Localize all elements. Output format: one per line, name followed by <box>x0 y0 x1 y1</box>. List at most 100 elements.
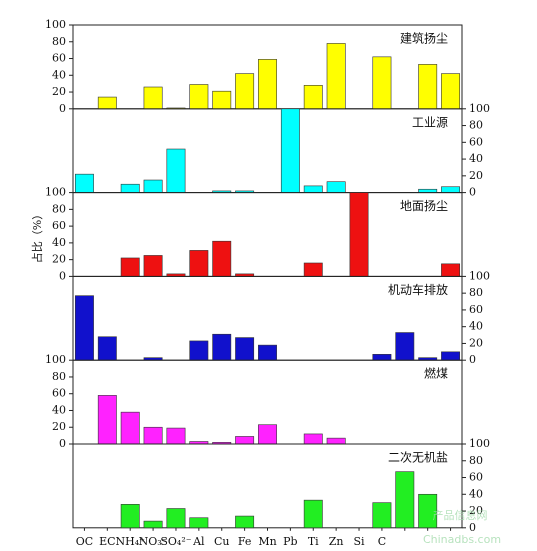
bar <box>326 181 346 193</box>
bar <box>258 344 277 361</box>
y-axis-label: 占比（%） <box>30 209 44 263</box>
bar <box>97 336 117 361</box>
bar <box>212 90 232 110</box>
bar <box>120 411 140 445</box>
y-tick-label: 40 <box>469 152 483 165</box>
bar <box>166 508 186 529</box>
bar <box>97 395 117 445</box>
bar <box>235 436 255 445</box>
y-tick-label: 20 <box>469 169 483 182</box>
panel-title: 机动车排放 <box>388 282 448 297</box>
x-tick-label: NH₄⁺ <box>115 535 145 548</box>
y-tick-label: 20 <box>52 420 66 433</box>
bar <box>372 354 392 361</box>
y-tick-label: 60 <box>469 471 483 484</box>
x-tick-label: Pb <box>283 535 297 548</box>
panel-title: 工业源 <box>412 115 448 129</box>
bar <box>235 337 255 361</box>
bar <box>303 433 323 445</box>
bar <box>441 186 461 193</box>
bar <box>418 64 438 110</box>
y-tick-label: 100 <box>469 102 490 115</box>
bar <box>303 185 323 193</box>
bar <box>349 192 369 277</box>
y-tick-label: 40 <box>469 487 483 500</box>
bar <box>166 148 186 193</box>
y-tick-label: 40 <box>52 403 66 416</box>
x-tick-label: Zn <box>329 535 344 548</box>
y-tick-label: 100 <box>45 186 66 199</box>
y-tick-label: 100 <box>469 437 490 450</box>
bar <box>235 73 255 110</box>
y-tick-label: 20 <box>52 85 66 98</box>
x-tick-label: Mn <box>258 535 276 548</box>
y-tick-label: 0 <box>59 102 66 115</box>
y-tick-label: 0 <box>469 521 476 534</box>
bar <box>395 332 415 361</box>
bar <box>441 351 461 361</box>
watermark: 产品信息网 <box>433 508 488 522</box>
y-tick-label: 20 <box>469 336 483 349</box>
x-tick-label: Fe <box>238 535 252 548</box>
x-tick-label: OC <box>76 535 93 548</box>
bar <box>143 520 163 529</box>
bar <box>120 183 140 193</box>
bar <box>143 179 163 193</box>
bar <box>189 517 209 529</box>
x-tick-label: NO₃⁻ <box>139 535 168 548</box>
bar <box>74 173 94 193</box>
bar <box>372 56 392 110</box>
y-tick-label: 60 <box>52 219 66 232</box>
y-tick-label: 100 <box>45 18 66 31</box>
y-tick-label: 60 <box>469 135 483 148</box>
bar <box>303 262 323 277</box>
y-tick-label: 20 <box>52 253 66 266</box>
bar <box>326 437 346 445</box>
bar <box>212 333 232 361</box>
bar <box>280 108 300 193</box>
panel-title: 地面扬尘 <box>400 198 448 213</box>
x-tick-label: SO₄²⁻ <box>160 535 191 548</box>
x-tick-label: Si <box>353 535 365 548</box>
bar <box>212 240 232 277</box>
x-tick-label: EC <box>99 535 115 548</box>
bar <box>441 73 461 110</box>
y-tick-label: 40 <box>52 236 66 249</box>
x-tick-label: C <box>378 535 386 548</box>
bar <box>97 96 117 110</box>
y-tick-label: 100 <box>45 353 66 366</box>
x-tick-label: Ti <box>308 535 319 548</box>
bar <box>166 427 186 445</box>
y-tick-label: 40 <box>469 320 483 333</box>
bar <box>441 263 461 277</box>
panel-title: 建筑扬尘 <box>400 31 448 46</box>
y-tick-label: 80 <box>469 454 483 467</box>
panel-frame <box>72 108 463 194</box>
bar <box>120 504 140 529</box>
bar <box>235 515 255 529</box>
bar <box>258 59 277 110</box>
y-tick-label: 0 <box>469 186 476 199</box>
panel-title: 燃煤 <box>424 366 448 381</box>
x-tick-label: Cu <box>214 535 230 548</box>
y-tick-label: 80 <box>52 202 66 215</box>
bar <box>326 43 346 110</box>
y-tick-label: 0 <box>59 269 66 282</box>
y-tick-label: 80 <box>52 370 66 383</box>
bar <box>418 188 438 193</box>
panel-title: 二次无机盐 <box>388 451 448 465</box>
bar <box>258 424 277 445</box>
bar <box>303 85 323 110</box>
y-tick-label: 20 <box>469 504 483 517</box>
bar <box>189 340 209 361</box>
x-tick-label: Al <box>192 535 205 548</box>
bar <box>395 471 415 529</box>
watermark: Chinadbs.com <box>423 533 501 546</box>
y-tick-label: 0 <box>469 353 476 366</box>
y-tick-label: 80 <box>469 286 483 299</box>
bar <box>143 86 163 110</box>
bar <box>189 84 209 110</box>
y-tick-label: 60 <box>469 303 483 316</box>
y-tick-label: 60 <box>52 387 66 400</box>
